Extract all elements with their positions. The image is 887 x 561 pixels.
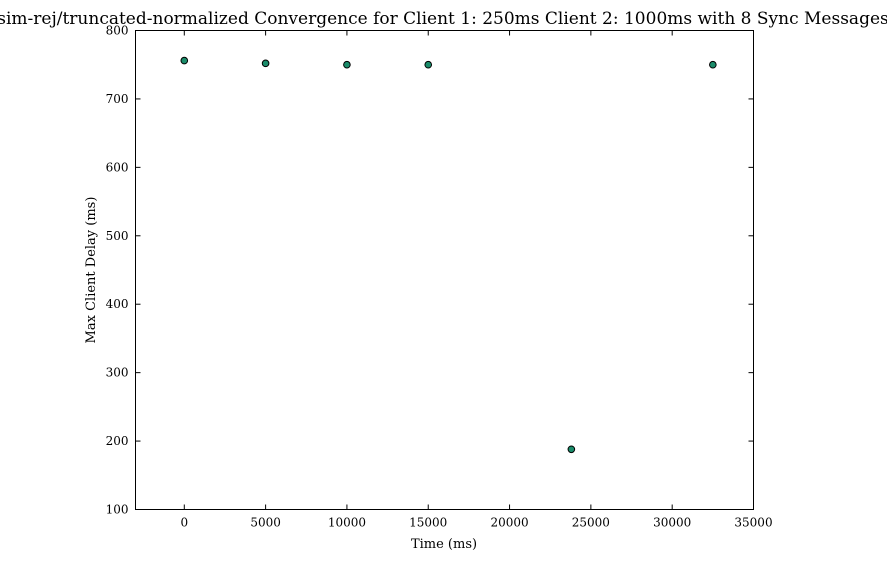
- plot-area: 0 5000 10000 15000 20000 25000 30000 35000 100 2…: [106, 24, 773, 530]
- x-tick-label: 15000: [409, 516, 447, 530]
- x-tick-label: 30000: [653, 516, 691, 530]
- y-tick-label: 700: [106, 92, 129, 106]
- x-axis: 0 5000 10000 15000 20000 25000 30000 35000: [180, 30, 773, 530]
- data-point-0: [180, 56, 189, 65]
- data-point-2: [343, 60, 351, 69]
- y-axis-label: Max Client Delay (ms): [84, 197, 99, 344]
- x-axis-label: Time (ms): [411, 537, 477, 552]
- data-point-5: [709, 60, 717, 69]
- y-tick-label: 800: [106, 24, 129, 38]
- data-point-3: [424, 60, 433, 69]
- plot-frame: [135, 30, 754, 510]
- data-point-4: [567, 445, 576, 454]
- y-tick-label: 400: [106, 297, 129, 311]
- y-axis: 100 200 300 400 500 600 700 800: [106, 24, 754, 517]
- x-tick-label: 5000: [250, 516, 281, 530]
- x-tick-label: 20000: [490, 516, 528, 530]
- chart-title: sim-rej/truncated-normalized Convergence…: [0, 9, 887, 29]
- x-tick-label: 10000: [328, 516, 366, 530]
- data-points: [180, 56, 717, 454]
- y-tick-label: 600: [106, 160, 129, 174]
- data-point-1: [261, 59, 270, 68]
- y-tick-label: 300: [106, 366, 129, 380]
- y-tick-label: 500: [106, 229, 129, 243]
- x-tick-label: 35000: [734, 516, 772, 530]
- x-tick-label: 25000: [572, 516, 610, 530]
- x-tick-label: 0: [180, 516, 188, 530]
- y-tick-label: 100: [106, 503, 129, 517]
- y-tick-label: 200: [106, 434, 129, 448]
